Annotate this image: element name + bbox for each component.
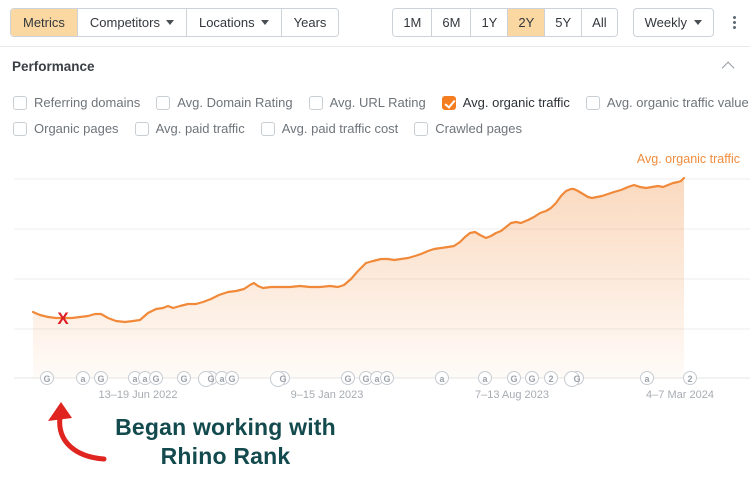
metric-checkbox-avg-organic-traffic[interactable]: Avg. organic traffic bbox=[441, 95, 570, 110]
checkbox-icon[interactable] bbox=[260, 121, 275, 136]
annotation-line-2: Rhino Rank bbox=[160, 443, 291, 469]
filter-button-group: Metrics Competitors Locations Years bbox=[10, 8, 340, 37]
event-marker-2[interactable]: 2 bbox=[544, 371, 558, 385]
campaign-annotation: Began working with Rhino Rank bbox=[78, 413, 373, 471]
metric-checkbox-avg-domain-rating[interactable]: Avg. Domain Rating bbox=[156, 95, 293, 110]
checkbox-icon[interactable] bbox=[13, 95, 27, 110]
range-cluster: 1M 6M 1Y 2Y 5Y All Weekly bbox=[392, 8, 740, 37]
button-label: Competitors bbox=[89, 15, 160, 30]
performance-section-header: Performance bbox=[12, 55, 735, 77]
checkbox-label: Crawled pages bbox=[435, 121, 523, 136]
checkbox-icon[interactable] bbox=[13, 121, 27, 136]
range-button-1m[interactable]: 1M bbox=[393, 9, 433, 36]
metric-checkbox-organic-pages[interactable]: Organic pages bbox=[13, 121, 119, 136]
metric-checkbox-avg-paid-traffic[interactable]: Avg. paid traffic bbox=[134, 121, 245, 136]
campaign-start-x-marker: X bbox=[57, 309, 69, 328]
chevron-up-icon[interactable] bbox=[721, 61, 735, 74]
event-marker-stacked-icon bbox=[564, 371, 580, 387]
event-marker-a[interactable]: a bbox=[640, 371, 654, 385]
checkbox-checked-icon[interactable] bbox=[441, 95, 456, 110]
metric-checkbox-crawled-pages[interactable]: Crawled pages bbox=[414, 121, 522, 136]
kebab-menu-icon[interactable] bbox=[729, 12, 740, 33]
event-marker-stacked-icon bbox=[270, 371, 286, 387]
red-arrow-icon bbox=[48, 402, 107, 462]
event-marker-g[interactable]: G bbox=[149, 371, 163, 385]
section-title: Performance bbox=[12, 58, 95, 74]
range-button-5y[interactable]: 5Y bbox=[545, 9, 583, 36]
x-tick-label: 9–15 Jan 2023 bbox=[290, 389, 364, 401]
check-icon bbox=[444, 96, 456, 109]
metric-checkbox-referring-domains[interactable]: Referring domains bbox=[13, 95, 140, 110]
range-button-1y[interactable]: 1Y bbox=[471, 9, 509, 36]
checkbox-label: Avg. organic traffic bbox=[462, 95, 570, 110]
event-marker-g[interactable]: G bbox=[380, 371, 394, 385]
button-label: Locations bbox=[198, 15, 255, 30]
toolbar-divider bbox=[0, 46, 750, 47]
metric-checkbox-row: Referring domains Avg. Domain Rating Avg. … bbox=[13, 95, 749, 110]
filter-button-metrics[interactable]: Metrics bbox=[11, 9, 78, 36]
traffic-area-fill bbox=[33, 178, 684, 378]
button-label: 2Y bbox=[518, 15, 535, 30]
x-tick-label: 13–19 Jun 2022 bbox=[98, 389, 178, 401]
checkbox-icon[interactable] bbox=[134, 121, 149, 136]
range-button-2y[interactable]: 2Y bbox=[508, 9, 546, 36]
event-marker-g[interactable]: G bbox=[564, 371, 584, 387]
button-label: Metrics bbox=[23, 15, 65, 30]
button-label: 1Y bbox=[481, 15, 498, 30]
series-legend-label: Avg. organic traffic bbox=[636, 152, 740, 166]
event-marker-g[interactable]: G bbox=[525, 371, 539, 385]
button-label: 6M bbox=[442, 15, 461, 30]
button-label: 5Y bbox=[555, 15, 572, 30]
interval-label: Weekly bbox=[644, 15, 687, 30]
x-tick-label: 7–13 Aug 2023 bbox=[474, 389, 550, 401]
event-marker-stacked-icon bbox=[198, 371, 214, 387]
metric-checkbox-avg-paid-traffic-cost[interactable]: Avg. paid traffic cost bbox=[260, 121, 399, 136]
filter-button-competitors[interactable]: Competitors bbox=[77, 9, 187, 36]
checkbox-icon[interactable] bbox=[156, 95, 171, 110]
checkbox-label: Avg. URL Rating bbox=[329, 95, 426, 110]
event-marker-g[interactable]: G bbox=[40, 371, 54, 385]
date-range-button-group: 1M 6M 1Y 2Y 5Y All bbox=[392, 8, 618, 37]
event-marker-g[interactable]: G bbox=[177, 371, 191, 385]
event-marker-g[interactable]: G bbox=[225, 371, 239, 385]
checkbox-label: Organic pages bbox=[34, 121, 119, 136]
interval-dropdown[interactable]: Weekly bbox=[632, 8, 714, 37]
range-button-all[interactable]: All bbox=[582, 9, 617, 36]
event-marker-a[interactable]: a bbox=[478, 371, 492, 385]
event-marker-g[interactable]: G bbox=[341, 371, 355, 385]
event-marker-a[interactable]: a bbox=[435, 371, 449, 385]
range-button-6m[interactable]: 6M bbox=[432, 9, 472, 36]
metric-checkbox-avg-organic-traffic-value[interactable]: Avg. organic traffic value bbox=[585, 95, 749, 110]
checkbox-label: Avg. organic traffic value bbox=[606, 95, 749, 110]
event-marker-a[interactable]: a bbox=[76, 371, 90, 385]
event-marker-g[interactable]: G bbox=[507, 371, 521, 385]
button-label: All bbox=[592, 15, 607, 30]
filter-button-years[interactable]: Years bbox=[281, 9, 339, 36]
checkbox-icon[interactable] bbox=[585, 95, 600, 110]
metric-checkbox-row: Organic pages Avg. paid traffic Avg. paid … bbox=[13, 121, 740, 136]
checkbox-label: Avg. paid traffic cost bbox=[281, 121, 399, 136]
top-toolbar: Metrics Competitors Locations Years 1M 6M 1Y 2… bbox=[10, 8, 740, 37]
metric-checkbox-avg-url-rating[interactable]: Avg. URL Rating bbox=[308, 95, 426, 110]
button-label: Years bbox=[293, 15, 327, 30]
metric-checkbox-panel: Referring domains Avg. Domain Rating Avg. … bbox=[13, 95, 749, 147]
event-marker-g[interactable]: G bbox=[94, 371, 108, 385]
checkbox-label: Referring domains bbox=[34, 95, 141, 110]
traffic-line bbox=[31, 176, 686, 324]
checkbox-icon[interactable] bbox=[308, 95, 323, 110]
caret-down-icon bbox=[260, 20, 269, 25]
button-label: 1M bbox=[403, 15, 422, 30]
x-tick-label: 4–7 Mar 2024 bbox=[646, 389, 714, 401]
event-marker-g[interactable]: G bbox=[270, 371, 290, 387]
caret-down-icon bbox=[694, 20, 702, 25]
filter-button-locations[interactable]: Locations bbox=[186, 9, 282, 36]
checkbox-label: Avg. paid traffic bbox=[155, 121, 245, 136]
checkbox-label: Avg. Domain Rating bbox=[177, 95, 293, 110]
caret-down-icon bbox=[165, 20, 174, 25]
checkbox-icon[interactable] bbox=[414, 121, 429, 136]
annotation-line-1: Began working with bbox=[115, 414, 336, 440]
event-marker-2[interactable]: 2 bbox=[683, 371, 697, 385]
